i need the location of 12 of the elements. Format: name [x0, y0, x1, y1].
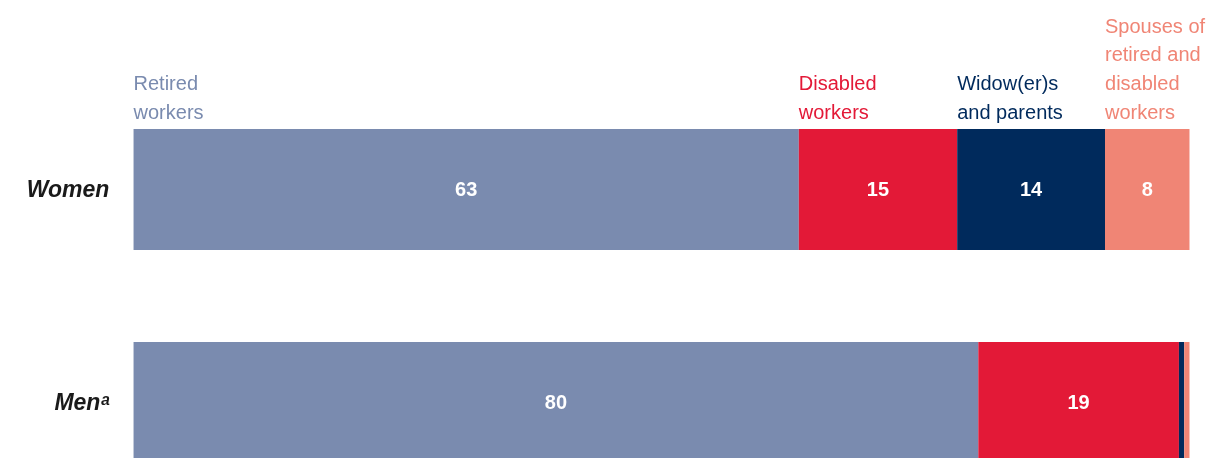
data-label: 8 [1141, 178, 1153, 201]
series-label: Spouses of retired and disabled workers [1104, 14, 1206, 123]
y-tick-label: Menᵃ [54, 389, 110, 416]
series-label: Widow(er)s and parents [957, 71, 1063, 123]
series-label: Disabled workers [797, 71, 877, 123]
data-label: 63 [455, 178, 478, 201]
series-label: Retired workers [132, 71, 204, 123]
data-label: 80 [544, 391, 568, 414]
data-label: 19 [1067, 391, 1090, 414]
data-label: 14 [1019, 178, 1044, 201]
y-tick-label: Women [26, 176, 110, 203]
data-label: 15 [866, 178, 890, 201]
